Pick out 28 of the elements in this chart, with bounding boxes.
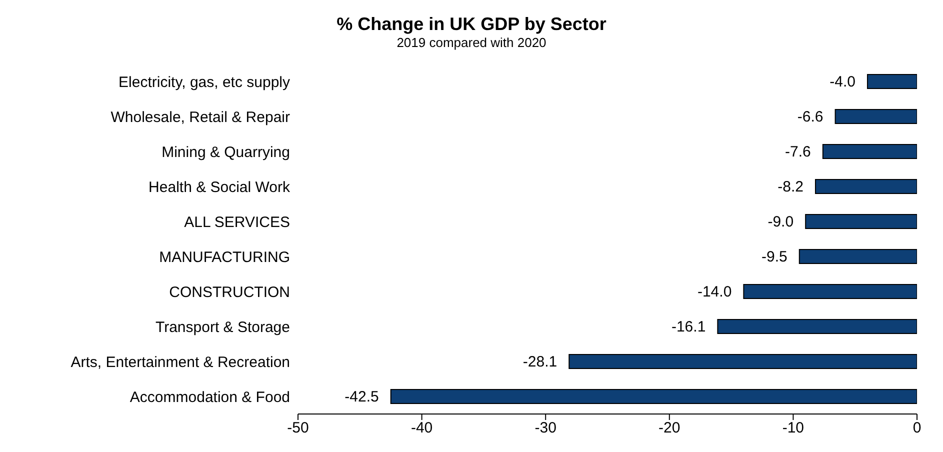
data-label: -9.0	[768, 214, 794, 230]
data-label: -7.6	[785, 144, 811, 160]
data-label: -16.1	[671, 318, 706, 336]
y-tick-label: Mining & Quarrying	[162, 144, 290, 161]
y-tick-label: MANUFACTURING	[159, 248, 290, 266]
y-tick-label: Electricity, gas, etc supply	[118, 74, 290, 91]
data-label: -8.2	[778, 178, 804, 196]
data-label: -4.0	[830, 74, 856, 90]
data-label: -6.6	[797, 108, 824, 126]
x-tick-label: -10	[782, 420, 804, 437]
data-label: -28.1	[522, 354, 558, 370]
y-tick-label: Transport & Storage	[155, 318, 290, 336]
y-tick-label: ALL SERVICES	[184, 214, 290, 231]
x-tick-label: -40	[410, 420, 433, 437]
y-tick-label: Arts, Entertainment & Recreation	[70, 354, 290, 371]
data-label: -14.0	[697, 284, 732, 300]
y-tick-label: Wholesale, Retail & Repair	[110, 108, 290, 126]
x-tick-label: 0	[912, 420, 922, 437]
chart-subtitle: 2019 compared with 2020	[396, 35, 548, 50]
x-tick-label: -30	[534, 420, 556, 437]
y-tick-label: Health & Social Work	[148, 178, 290, 196]
x-tick-label: -50	[287, 420, 309, 437]
data-label: -42.5	[344, 388, 379, 406]
chart-title: % Change in UK GDP by Sector	[336, 14, 608, 35]
y-tick-label: CONSTRUCTION	[169, 284, 290, 301]
y-tick-label: Accommodation & Food	[130, 388, 290, 406]
data-label: -9.5	[762, 248, 788, 266]
x-tick-label: -20	[658, 420, 680, 437]
